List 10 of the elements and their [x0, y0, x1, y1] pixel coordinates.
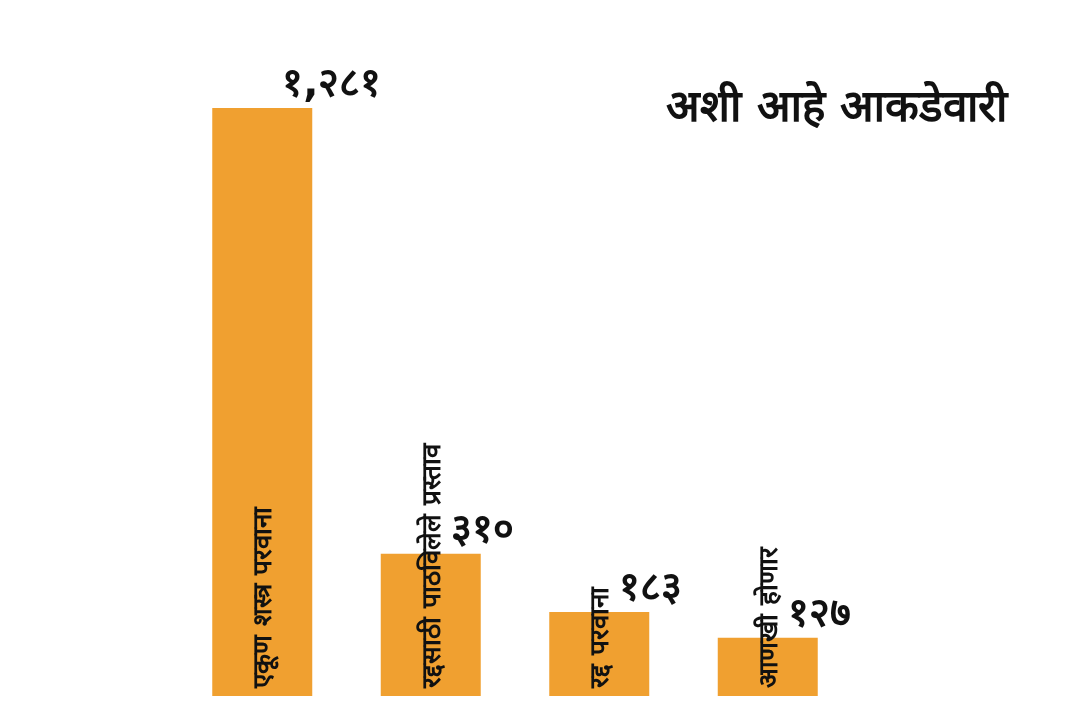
data-label: १२७: [787, 588, 851, 635]
x-tick-label: रद्दसाठी पाठविलेले प्रस्ताव: [415, 441, 446, 689]
bar: [212, 108, 313, 696]
chart-title: अशी आहे आकडेवारी: [666, 79, 1009, 131]
x-tick-label: एकूण शस्त्र परवाना: [247, 505, 280, 689]
data-label: १,२८१: [282, 59, 382, 105]
data-label: १८३: [619, 563, 683, 609]
x-tick-label: रद्द परवाना: [584, 585, 615, 689]
data-label: ३१०: [450, 504, 514, 551]
x-tick-label: आणखी होणार: [752, 545, 783, 688]
